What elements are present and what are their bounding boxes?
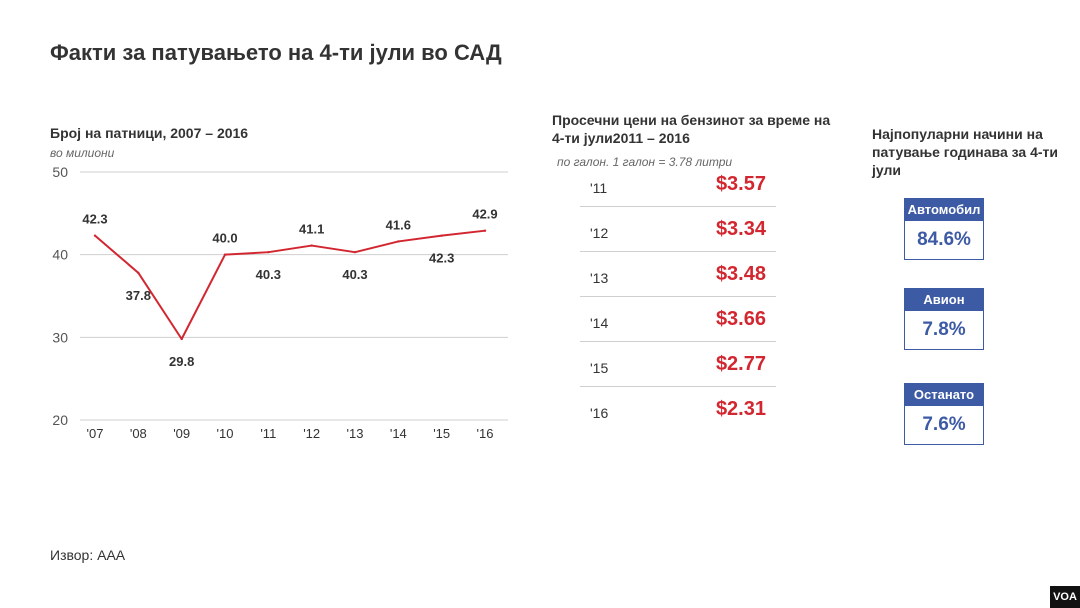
y-tick-label: 40 (52, 247, 68, 263)
price-year: '14 (590, 315, 609, 331)
voa-logo: VOA (1050, 586, 1080, 608)
data-point (483, 229, 487, 232)
price-value: $2.31 (715, 398, 766, 420)
data-label: 40.0 (212, 231, 237, 246)
price-year: '11 (590, 180, 608, 196)
series-line (94, 229, 486, 340)
data-label: 42.3 (429, 251, 454, 266)
data-point (223, 253, 227, 256)
y-tick-label: 50 (52, 164, 68, 180)
data-point (353, 250, 357, 254)
price-row: '13 $3.48 (580, 252, 776, 297)
travel-mode-plane: Авион 7.8% (904, 288, 984, 350)
price-value: $3.57 (715, 173, 766, 195)
source-note: Извор: AAA (50, 547, 126, 563)
travel-modes-title: Најпопуларни начини на патување годинава… (872, 126, 1059, 178)
x-tick-label: '11 (260, 426, 276, 441)
data-point (440, 234, 443, 237)
page-title: Факти за патувањето на 4-ти јули во САД (50, 40, 502, 65)
x-tick-label: '15 (433, 426, 450, 441)
price-year: '15 (590, 360, 609, 376)
x-tick-label: '12 (303, 426, 320, 441)
price-year: '16 (590, 405, 609, 421)
data-label: 40.3 (256, 267, 281, 282)
price-year: '12 (590, 225, 609, 241)
data-label: 42.9 (472, 207, 497, 222)
travel-mode-value: 7.6% (922, 414, 966, 435)
data-label: 40.3 (342, 267, 367, 282)
travel-mode-value: 84.6% (917, 229, 971, 250)
x-tick-label: '13 (347, 426, 364, 441)
y-tick-label: 30 (52, 329, 68, 345)
gas-prices-note: по галон. 1 галон = 3.78 литри (557, 155, 733, 169)
x-tick-label: '14 (390, 426, 407, 441)
price-year: '13 (590, 270, 609, 286)
x-tick-label: '08 (130, 426, 147, 441)
data-point (137, 271, 140, 275)
x-tick-label: '09 (173, 426, 190, 441)
data-point (93, 234, 97, 237)
data-label: 42.3 (82, 212, 107, 227)
data-label: 37.8 (126, 288, 151, 303)
data-label: 41.6 (386, 217, 411, 232)
data-point (180, 337, 183, 341)
x-tick-label: '10 (217, 426, 234, 441)
gas-price-table: '11 $3.57 '12 $3.34 '13 $3.48 '14 $3.66 … (580, 162, 776, 431)
line-chart: 20 30 40 50 '07 '08 '09 '10 '11 '12 '13 '14 '15 '16 42… (52, 164, 508, 441)
travel-mode-other: Останато 7.6% (904, 383, 984, 445)
data-label: 29.8 (169, 354, 194, 369)
chart-title: Број на патници, 2007 – 2016 (50, 125, 249, 141)
price-row: '12 $3.34 (580, 207, 776, 252)
price-row: '15 $2.77 (580, 342, 776, 387)
travel-mode-value: 7.8% (922, 319, 966, 340)
data-label: 41.1 (299, 222, 324, 237)
price-value: $2.77 (715, 353, 766, 375)
travel-mode-car: Автомобил 84.6% (904, 198, 984, 260)
data-point (267, 250, 270, 254)
price-value: $3.66 (715, 308, 766, 330)
x-tick-label: '16 (477, 426, 494, 441)
price-value: $3.34 (715, 218, 766, 240)
travel-mode-label: Останато (905, 384, 983, 406)
price-row: '16 $2.31 (580, 387, 776, 431)
price-row: '14 $3.66 (580, 297, 776, 342)
data-point (310, 244, 313, 247)
x-tick-label: '07 (87, 426, 104, 441)
travel-mode-label: Автомобил (905, 199, 983, 221)
y-tick-label: 20 (52, 412, 68, 428)
travel-mode-label: Авион (905, 289, 983, 311)
price-value: $3.48 (715, 263, 766, 285)
data-point (397, 240, 400, 243)
chart-subtitle: во милиони (50, 146, 115, 160)
price-row: '11 $3.57 (580, 162, 776, 207)
gas-prices-title: Просечни цени на бензинот за време на 4-… (552, 112, 831, 146)
